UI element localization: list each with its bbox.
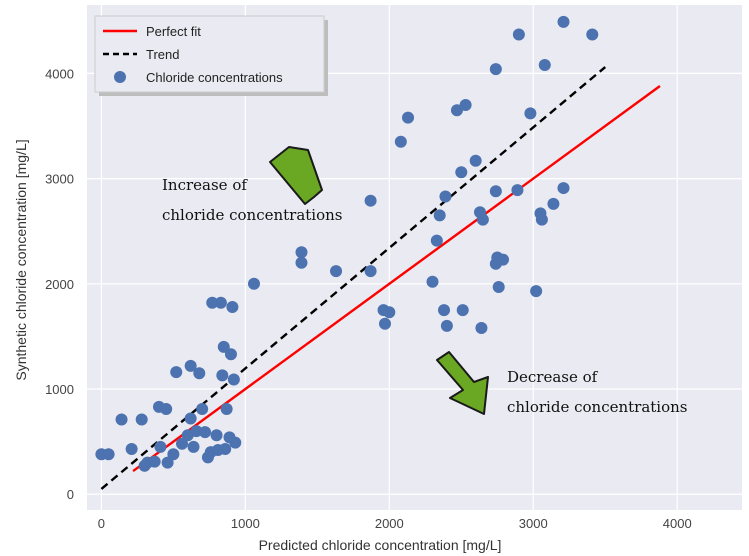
data-point (214, 296, 227, 309)
data-point (475, 321, 488, 334)
data-point (426, 275, 439, 288)
annotation-increase-line1: Increase of (162, 176, 248, 194)
data-point (459, 98, 472, 111)
x-tick-label: 0 (98, 516, 105, 531)
data-point (511, 184, 524, 197)
legend: Perfect fit Trend Chloride concentration… (94, 15, 328, 96)
data-point (102, 448, 115, 461)
data-point (184, 359, 197, 372)
data-point (247, 277, 260, 290)
data-point (586, 28, 599, 41)
data-point (199, 426, 212, 439)
data-point (383, 306, 396, 319)
data-point (226, 300, 239, 313)
data-point (538, 58, 551, 71)
data-point (430, 234, 443, 247)
data-point (216, 369, 229, 382)
y-tick-label: 4000 (45, 66, 74, 81)
data-point (115, 413, 128, 426)
data-point (492, 280, 505, 293)
decrease-arrow (436, 351, 489, 415)
y-tick-label: 1000 (45, 382, 74, 397)
y-tick-labels: 0 1000 2000 3000 4000 (45, 66, 74, 502)
data-point (330, 265, 343, 278)
data-point (148, 455, 161, 468)
data-point (535, 213, 548, 226)
data-point (196, 403, 209, 415)
data-point (469, 154, 482, 167)
data-point (547, 197, 560, 210)
data-point (489, 63, 502, 76)
data-point (135, 413, 148, 426)
data-point (220, 403, 233, 415)
data-point (557, 182, 570, 195)
data-point (160, 403, 173, 415)
y-tick-label: 2000 (45, 277, 74, 292)
data-point (378, 317, 391, 330)
data-point (456, 304, 469, 317)
data-point (193, 367, 206, 380)
data-point (364, 265, 377, 278)
data-point (176, 437, 189, 450)
data-point (402, 111, 415, 124)
y-axis-label: Synthetic chloride concentration [mg/L] (13, 139, 29, 380)
data-point (438, 304, 451, 317)
legend-points-swatch (114, 71, 126, 83)
x-tick-label: 2000 (375, 516, 404, 531)
data-point (557, 15, 570, 28)
y-tick-label: 3000 (45, 172, 74, 187)
data-point (210, 429, 223, 442)
data-point (530, 285, 543, 298)
legend-trend-label: Trend (146, 47, 179, 62)
x-tick-label: 3000 (519, 516, 548, 531)
data-point (489, 185, 502, 198)
data-point (524, 107, 537, 120)
legend-perfect-fit-label: Perfect fit (146, 24, 201, 39)
annotation-increase-line2: chloride concentrations (162, 206, 343, 224)
data-point (125, 442, 138, 455)
data-point (187, 440, 200, 453)
data-point (161, 456, 174, 469)
data-point (433, 209, 446, 222)
x-tick-labels: 0 1000 2000 3000 4000 (98, 516, 692, 531)
data-point (364, 194, 377, 207)
perfect-fit-line (132, 85, 661, 473)
annotation-decrease-line2: chloride concentrations (507, 398, 688, 416)
data-point (455, 166, 468, 179)
annotation-decrease-line1: Decrease of (507, 368, 599, 386)
data-point (224, 348, 237, 361)
data-point (450, 104, 463, 117)
data-point (170, 366, 183, 379)
legend-points-label: Chloride concentrations (146, 70, 283, 85)
increase-arrow (269, 146, 323, 205)
data-point (206, 296, 219, 309)
data-point (184, 412, 197, 425)
x-tick-label: 1000 (231, 516, 260, 531)
x-axis-label: Predicted chloride concentration [mg/L] (259, 537, 502, 553)
y-tick-label: 0 (67, 487, 74, 502)
data-points (95, 15, 599, 472)
data-point (295, 246, 308, 259)
data-point (167, 448, 180, 461)
data-point (439, 190, 452, 203)
data-point (219, 442, 232, 455)
data-point (295, 256, 308, 269)
x-tick-label: 4000 (663, 516, 692, 531)
grid (87, 5, 742, 510)
data-point (227, 373, 240, 386)
data-point (512, 28, 525, 41)
data-point (154, 440, 167, 453)
data-point (497, 253, 510, 266)
data-point (476, 213, 489, 226)
data-point (229, 436, 242, 449)
data-point (394, 135, 407, 148)
data-point (440, 319, 453, 332)
data-point (217, 340, 230, 353)
